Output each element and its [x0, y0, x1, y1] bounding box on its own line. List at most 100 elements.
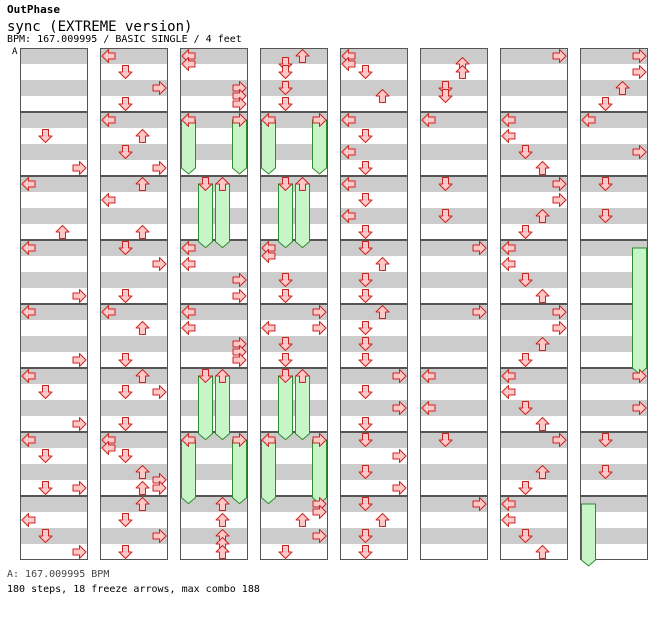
- beat-stripe: [420, 464, 488, 480]
- freeze-arrow: [198, 183, 213, 249]
- up-arrow-icon: [135, 177, 150, 191]
- up-arrow-icon: [135, 465, 150, 479]
- up-arrow-icon: [535, 465, 550, 479]
- beat-stripe: [500, 80, 568, 96]
- measure-box: [100, 240, 168, 304]
- down-arrow-icon: [38, 449, 53, 463]
- freeze-arrow: [295, 375, 310, 441]
- beat-stripe: [100, 400, 168, 416]
- left-arrow-icon: [21, 241, 36, 255]
- beat-stripe: [580, 48, 648, 64]
- beat-stripe: [20, 528, 88, 544]
- left-arrow-icon: [421, 113, 436, 127]
- right-arrow-icon: [472, 305, 487, 319]
- right-arrow-icon: [72, 545, 87, 559]
- down-arrow-icon: [118, 241, 133, 255]
- up-arrow-icon: [535, 161, 550, 175]
- beat-stripe: [580, 208, 648, 224]
- down-arrow-icon: [118, 289, 133, 303]
- down-arrow-icon: [278, 337, 293, 351]
- measure-box: [580, 368, 648, 432]
- beat-stripe: [180, 144, 248, 160]
- beat-stripe: [340, 400, 408, 416]
- left-arrow-icon: [181, 257, 196, 271]
- beat-stripe: [420, 112, 488, 128]
- measure-box: [500, 368, 568, 432]
- freeze-arrow: [295, 183, 310, 249]
- beat-stripe: [100, 496, 168, 512]
- down-arrow-icon: [438, 89, 453, 103]
- measure-box: [260, 112, 328, 176]
- beat-stripe: [420, 368, 488, 384]
- down-arrow-icon: [118, 97, 133, 111]
- measure-box: [500, 496, 568, 560]
- freeze-arrow: [261, 439, 276, 505]
- right-arrow-icon: [552, 49, 567, 63]
- down-arrow-icon: [278, 289, 293, 303]
- down-arrow-icon: [358, 161, 373, 175]
- measure-box: [260, 432, 328, 496]
- beat-stripe: [260, 400, 328, 416]
- right-arrow-icon: [232, 353, 247, 367]
- down-arrow-icon: [518, 225, 533, 239]
- freeze-arrow: [198, 375, 213, 441]
- up-arrow-icon: [135, 225, 150, 239]
- right-arrow-icon: [232, 433, 247, 447]
- beat-stripe: [260, 432, 328, 448]
- measure-box: [100, 112, 168, 176]
- beat-stripe: [260, 80, 328, 96]
- up-arrow-icon: [135, 321, 150, 335]
- down-arrow-icon: [518, 529, 533, 543]
- measure-box: [580, 176, 648, 240]
- left-arrow-icon: [101, 113, 116, 127]
- beat-stripe: [340, 528, 408, 544]
- left-arrow-icon: [21, 433, 36, 447]
- down-arrow-icon: [358, 273, 373, 287]
- beat-stripe: [100, 144, 168, 160]
- down-arrow-icon: [278, 353, 293, 367]
- up-arrow-icon: [55, 225, 70, 239]
- beat-stripe: [500, 112, 568, 128]
- left-arrow-icon: [501, 513, 516, 527]
- beat-stripe: [420, 432, 488, 448]
- up-arrow-icon: [135, 129, 150, 143]
- up-arrow-icon: [375, 513, 390, 527]
- beat-stripe: [20, 240, 88, 256]
- right-arrow-icon: [632, 369, 647, 383]
- beat-stripe: [420, 304, 488, 320]
- measure-box: [500, 240, 568, 304]
- measure-box: [580, 48, 648, 112]
- measure-box: [180, 368, 248, 432]
- left-arrow-icon: [421, 401, 436, 415]
- right-arrow-icon: [552, 193, 567, 207]
- freeze-arrow: [278, 183, 293, 249]
- freeze-arrow: [632, 247, 647, 375]
- up-arrow-icon: [535, 417, 550, 431]
- step-chart: [20, 48, 648, 567]
- left-arrow-icon: [341, 113, 356, 127]
- measure-box: [100, 432, 168, 496]
- down-arrow-icon: [278, 177, 293, 191]
- beat-stripe: [340, 240, 408, 256]
- right-arrow-icon: [392, 481, 407, 495]
- footer-bpm: A: 167.009995 BPM: [7, 569, 110, 580]
- right-arrow-icon: [632, 145, 647, 159]
- beat-stripe: [580, 272, 648, 288]
- measure-box: [20, 112, 88, 176]
- left-arrow-icon: [261, 321, 276, 335]
- left-arrow-icon: [261, 113, 276, 127]
- bpm-segment-marker: A: [12, 47, 18, 57]
- beat-stripe: [500, 144, 568, 160]
- left-arrow-icon: [341, 209, 356, 223]
- measure-box: [260, 176, 328, 240]
- right-arrow-icon: [392, 401, 407, 415]
- measure-box: [100, 48, 168, 112]
- beat-stripe: [420, 144, 488, 160]
- beat-stripe: [500, 304, 568, 320]
- beat-stripe: [580, 400, 648, 416]
- freeze-arrow: [232, 439, 247, 505]
- beat-stripe: [260, 496, 328, 512]
- measure-box: [100, 368, 168, 432]
- right-arrow-icon: [312, 305, 327, 319]
- down-arrow-icon: [358, 241, 373, 255]
